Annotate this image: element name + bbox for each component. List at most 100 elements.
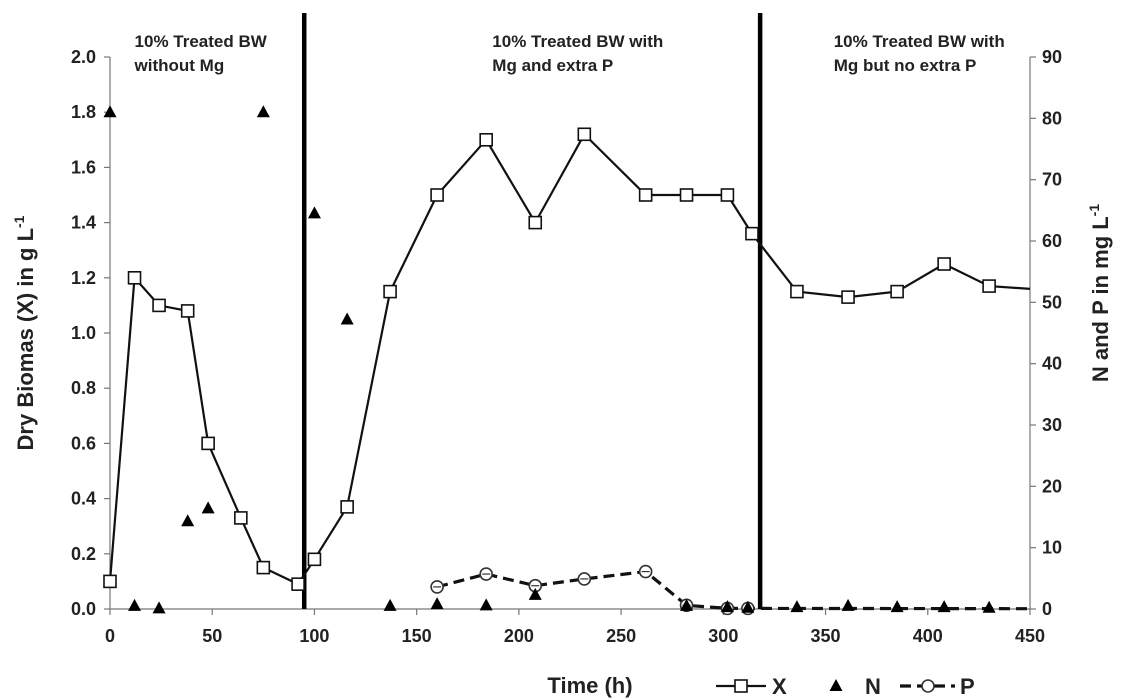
- x-tick-label: 100: [299, 626, 329, 646]
- series-n-point: [890, 600, 904, 613]
- left-y-tick-label: 2.0: [71, 47, 96, 67]
- x-tick-label: 350: [811, 626, 841, 646]
- series-n: [103, 105, 996, 614]
- x-tick-label: 400: [913, 626, 943, 646]
- left-y-tick-label: 0.4: [71, 489, 96, 509]
- left-y-tick-label: 0.0: [71, 599, 96, 619]
- x-tick-label: 200: [504, 626, 534, 646]
- legend-x-marker: [734, 679, 748, 693]
- legend-n-label: N: [865, 674, 881, 698]
- series-x-point: [890, 284, 904, 299]
- x-tick-label: 300: [708, 626, 738, 646]
- series-n-point: [103, 105, 117, 118]
- series-x-point: [103, 574, 117, 589]
- series-p-line: [436, 569, 1031, 611]
- series-x-point: [152, 298, 166, 313]
- series-n-point: [152, 601, 166, 614]
- series-n-point: [340, 312, 354, 325]
- left-y-tick-label: 1.6: [71, 157, 96, 177]
- series-x-line: [108, 132, 1031, 586]
- series-n-point: [841, 598, 855, 611]
- series-n-point: [741, 600, 755, 613]
- phase-annotation-line: Mg and extra P: [492, 56, 613, 75]
- x-tick-label: 250: [606, 626, 636, 646]
- legend-n-marker: [829, 679, 843, 691]
- series-x-point: [479, 133, 493, 147]
- series-x-point: [679, 188, 694, 202]
- series-n-point: [528, 587, 542, 600]
- series-n-point: [937, 600, 951, 613]
- series-n-point: [201, 501, 215, 514]
- right-y-tick-label: 80: [1042, 108, 1062, 128]
- x-tick-label: 150: [402, 626, 432, 646]
- left-y-tick-label: 0.6: [71, 433, 96, 453]
- left-y-tick-label: 1.2: [71, 268, 96, 288]
- left-y-tick-label: 0.2: [71, 544, 96, 564]
- series-x: [103, 127, 1031, 591]
- series-n-point: [256, 105, 270, 118]
- series-x-point: [745, 226, 759, 241]
- series-x-point: [638, 188, 653, 202]
- chart-axes: [109, 57, 1031, 610]
- series-x-point: [430, 188, 444, 202]
- phase-annotation-line: 10% Treated BW with: [834, 32, 1005, 51]
- series-n-point: [181, 514, 195, 527]
- phase-annotation-line: without Mg: [134, 56, 225, 75]
- right-y-tick-label: 10: [1042, 538, 1062, 558]
- series-n-point: [982, 600, 996, 613]
- left-y-tick-label: 0.8: [71, 378, 96, 398]
- right-y-axis-ticks: 0 10 20 30 40 50 60 70 80 90: [1030, 47, 1062, 619]
- series-x-point: [982, 279, 996, 293]
- x-axis-title: Time (h): [547, 673, 632, 698]
- series-x-point: [180, 304, 195, 318]
- left-y-axis-title: Dry Biomas (X) in g L-1: [11, 215, 38, 450]
- series-x-point: [307, 552, 322, 567]
- right-y-tick-label: 70: [1042, 170, 1062, 190]
- series-x-point: [127, 270, 142, 285]
- x-tick-label: 0: [105, 626, 115, 646]
- phase-annotation-line: 10% Treated BW: [135, 32, 268, 51]
- series-x-point: [937, 257, 951, 271]
- series-x-point: [720, 188, 735, 202]
- right-y-tick-label: 60: [1042, 231, 1062, 251]
- legend-x-label: X: [772, 674, 787, 698]
- x-tick-label: 450: [1015, 626, 1045, 646]
- series-x-point: [577, 127, 592, 142]
- series-n-point: [720, 600, 734, 613]
- series-n-point: [383, 598, 397, 611]
- phase-annotations: 10% Treated BW without Mg 10% Treated BW w…: [134, 32, 1005, 75]
- series-x-point: [256, 560, 271, 575]
- series-x-point: [291, 577, 305, 591]
- left-y-tick-label: 1.4: [71, 213, 96, 233]
- right-y-axis-title: N and P in mg L-1: [1086, 204, 1113, 382]
- right-y-tick-label: 0: [1042, 599, 1052, 619]
- x-tick-label: 50: [202, 626, 222, 646]
- right-y-tick-label: 50: [1042, 292, 1062, 312]
- left-y-tick-label: 1.8: [71, 102, 96, 122]
- series-x-point: [201, 436, 215, 451]
- series-x-point: [383, 284, 397, 299]
- series-x-point: [340, 500, 354, 514]
- left-y-tick-label: 1.0: [71, 323, 96, 343]
- series-n-point: [307, 206, 321, 219]
- series-x-point: [234, 511, 248, 525]
- right-y-tick-label: 40: [1042, 354, 1062, 374]
- right-y-tick-label: 30: [1042, 415, 1062, 435]
- series-n-point: [790, 600, 804, 613]
- series-n-point: [479, 598, 493, 611]
- right-y-tick-label: 20: [1042, 476, 1062, 496]
- series-x-point: [528, 215, 543, 230]
- series-x-point: [790, 284, 804, 299]
- series-n-point: [430, 597, 444, 610]
- legend-p-marker: [921, 679, 935, 693]
- series-n-point: [680, 598, 694, 611]
- series-x-point: [841, 290, 855, 304]
- right-y-tick-label: 90: [1042, 47, 1062, 67]
- phase-divider-lines: [301, 13, 763, 609]
- phase-annotation-line: Mg but no extra P: [834, 56, 977, 75]
- x-axis-ticks: 0 50 100 150 200 250 300 350 400 450: [105, 609, 1045, 646]
- legend-p-label: P: [960, 674, 975, 698]
- phase-annotation-line: 10% Treated BW with: [492, 32, 663, 51]
